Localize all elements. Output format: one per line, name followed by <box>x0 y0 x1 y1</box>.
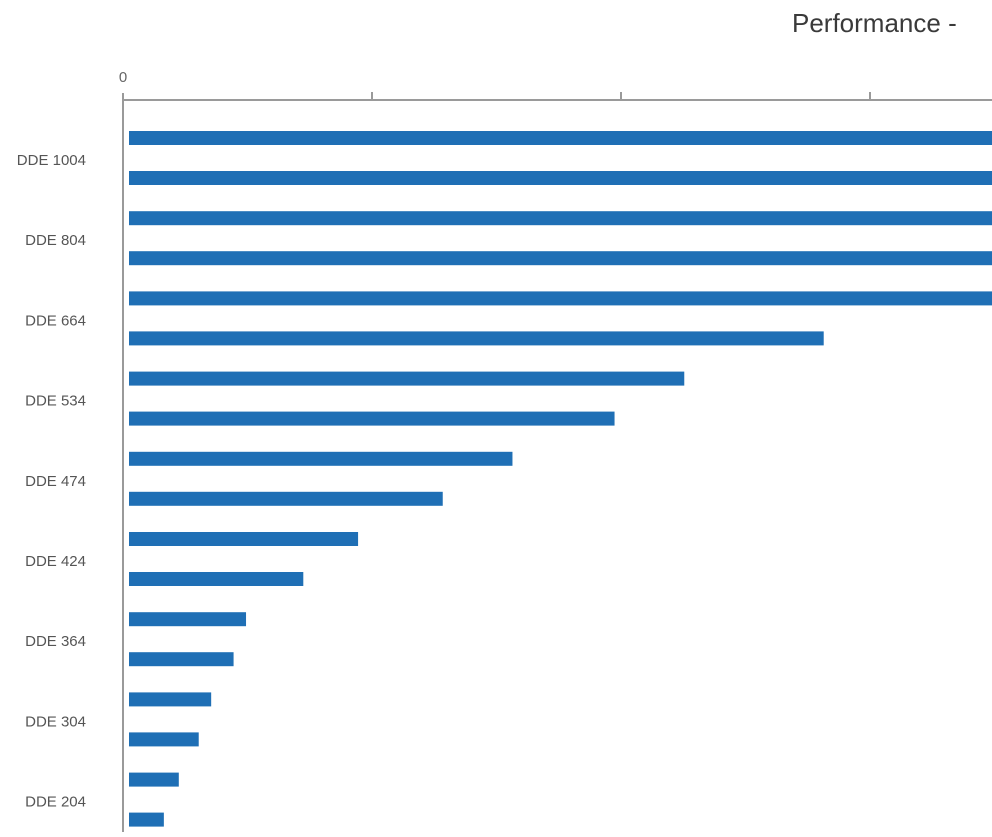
bar <box>129 491 443 506</box>
bar <box>129 572 304 586</box>
category-label: DDE 804 <box>25 232 86 249</box>
category-label: DDE 534 <box>25 393 86 410</box>
bar <box>129 291 992 306</box>
x-tick-label: 0 <box>119 69 127 86</box>
bar <box>129 612 247 627</box>
category-label: DDE 424 <box>25 553 86 570</box>
bar <box>129 251 992 266</box>
bar <box>129 331 824 346</box>
bar <box>129 532 359 546</box>
bar <box>129 211 992 226</box>
category-label: DDE 474 <box>25 473 86 490</box>
axes: 0 <box>119 69 992 832</box>
bar <box>129 732 199 747</box>
bar <box>129 692 212 707</box>
bar <box>129 171 992 185</box>
category-label: DDE 304 <box>25 713 86 730</box>
bar <box>129 652 234 667</box>
chart-title: Performance - <box>792 8 957 38</box>
category-label: DDE 364 <box>25 633 86 650</box>
category-label: DDE 1004 <box>17 152 86 169</box>
bar <box>129 371 685 386</box>
bars <box>129 131 992 827</box>
bar <box>129 812 164 827</box>
category-label: DDE 204 <box>25 794 86 811</box>
bar <box>129 131 992 145</box>
bar <box>129 411 615 426</box>
bar <box>129 772 179 787</box>
bar <box>129 451 513 466</box>
category-labels: DDE 1004 DDE 804 DDE 664 DDE 534 DDE 474 DDE … <box>17 152 86 811</box>
category-label: DDE 664 <box>25 312 86 329</box>
